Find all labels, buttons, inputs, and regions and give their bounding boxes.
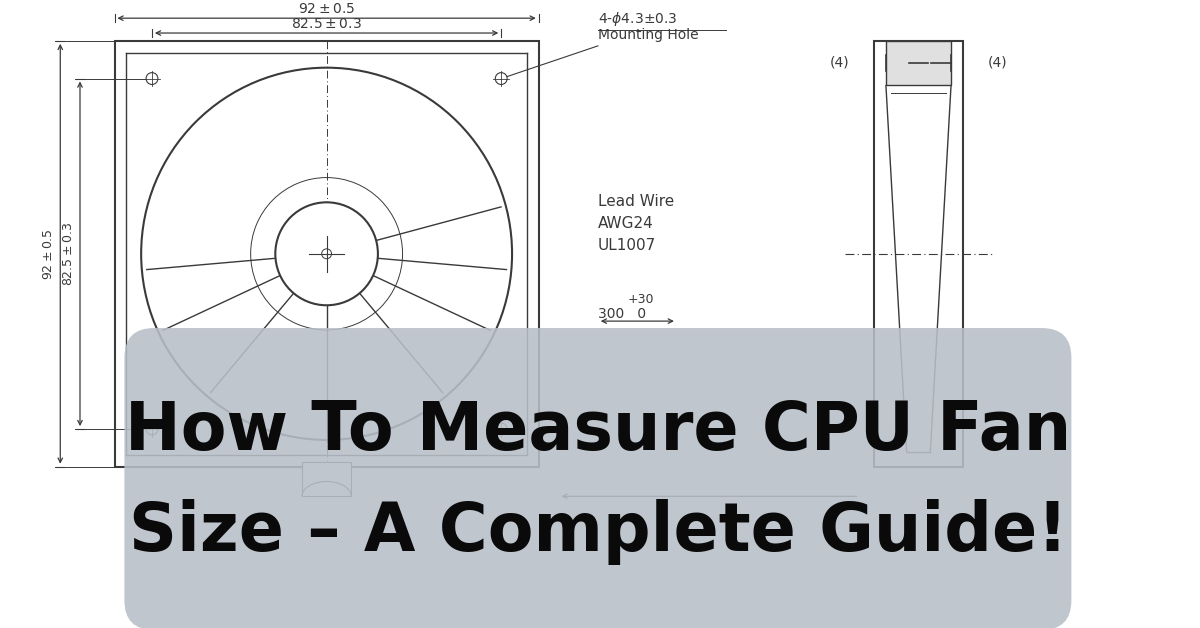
Text: (4): (4) <box>988 56 1007 70</box>
Bar <box>114 41 539 467</box>
Text: Size – A Complete Guide!: Size – A Complete Guide! <box>128 499 1067 565</box>
Text: +30: +30 <box>628 293 654 306</box>
Circle shape <box>142 68 512 440</box>
Text: $92\pm0.5$: $92\pm0.5$ <box>298 3 355 16</box>
Circle shape <box>496 423 508 435</box>
Bar <box>874 41 962 467</box>
Bar <box>886 41 952 85</box>
Text: (4): (4) <box>830 56 850 70</box>
Text: $92\pm0.5$: $92\pm0.5$ <box>42 228 55 279</box>
Circle shape <box>275 202 378 305</box>
FancyBboxPatch shape <box>125 328 1072 628</box>
Text: How To Measure CPU Fan: How To Measure CPU Fan <box>125 398 1072 463</box>
Bar <box>302 462 352 496</box>
Circle shape <box>496 73 508 85</box>
Text: AWG24: AWG24 <box>598 216 654 231</box>
Text: UL1007: UL1007 <box>598 238 656 253</box>
Circle shape <box>146 423 158 435</box>
Text: Lead Wire: Lead Wire <box>598 195 674 209</box>
Text: 4-$\phi$4.3$\pm$0.3: 4-$\phi$4.3$\pm$0.3 <box>598 10 678 28</box>
Circle shape <box>146 73 158 85</box>
Text: 300   0: 300 0 <box>598 307 646 322</box>
Text: Mounting Hole: Mounting Hole <box>598 28 698 42</box>
Text: $82.5\pm0.3$: $82.5\pm0.3$ <box>62 222 76 286</box>
Text: $82.5\pm0.3$: $82.5\pm0.3$ <box>292 17 362 31</box>
